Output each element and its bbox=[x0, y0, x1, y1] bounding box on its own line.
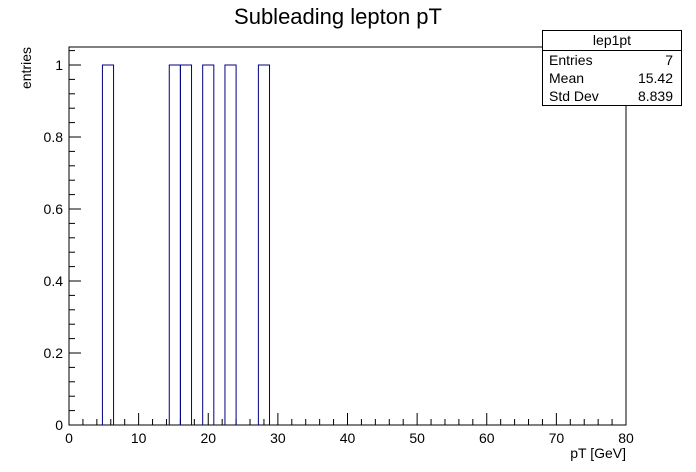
x-tick-label: 20 bbox=[200, 430, 216, 446]
x-tick-label: 70 bbox=[549, 430, 565, 446]
y-tick-label: 0 bbox=[55, 417, 63, 433]
histogram-bar bbox=[257, 64, 271, 425]
x-tick-label: 10 bbox=[131, 430, 147, 446]
x-tick-label: 40 bbox=[340, 430, 356, 446]
histogram-bar bbox=[101, 64, 115, 425]
stats-label: Entries bbox=[549, 52, 593, 68]
stats-title: lep1pt bbox=[543, 31, 681, 51]
stats-row-stddev: Std Dev 8.839 bbox=[543, 87, 681, 105]
y-axis-label: entries bbox=[18, 47, 34, 89]
stats-value: 15.42 bbox=[637, 70, 673, 86]
stats-row-mean: Mean 15.42 bbox=[543, 69, 681, 87]
histogram-bar bbox=[224, 64, 237, 425]
stats-value: 7 bbox=[665, 52, 673, 68]
x-tick-label: 50 bbox=[409, 430, 425, 446]
x-tick-label: 60 bbox=[479, 430, 495, 446]
y-tick-label: 0.4 bbox=[44, 273, 64, 289]
y-tick-label: 0.6 bbox=[44, 201, 64, 217]
x-tick-label: 30 bbox=[270, 430, 286, 446]
histogram-bars bbox=[101, 64, 271, 425]
stats-box: lep1pt Entries 7 Mean 15.42 Std Dev 8.83… bbox=[542, 30, 682, 106]
x-axis-label: pT [GeV] bbox=[570, 445, 626, 461]
stats-value: 8.839 bbox=[637, 88, 673, 104]
y-tick-label: 1 bbox=[55, 57, 63, 73]
histogram-bar bbox=[179, 64, 193, 425]
stats-row-entries: Entries 7 bbox=[543, 51, 681, 69]
histogram-bar bbox=[168, 64, 181, 425]
y-tick-label: 0.2 bbox=[44, 345, 64, 361]
stats-label: Std Dev bbox=[549, 88, 599, 104]
chart-title: Subleading lepton pT bbox=[234, 4, 442, 29]
stats-label: Mean bbox=[549, 70, 585, 86]
x-tick-label: 80 bbox=[618, 430, 634, 446]
histogram-bar bbox=[202, 64, 215, 425]
x-tick-label: 0 bbox=[65, 430, 73, 446]
y-tick-label: 0.8 bbox=[44, 129, 64, 145]
tick-labels: 0 10 20 30 40 50 60 70 80 0 0.2 0.4 0.6 0.8 1 bbox=[44, 57, 634, 446]
axis-ticks bbox=[68, 50, 627, 426]
